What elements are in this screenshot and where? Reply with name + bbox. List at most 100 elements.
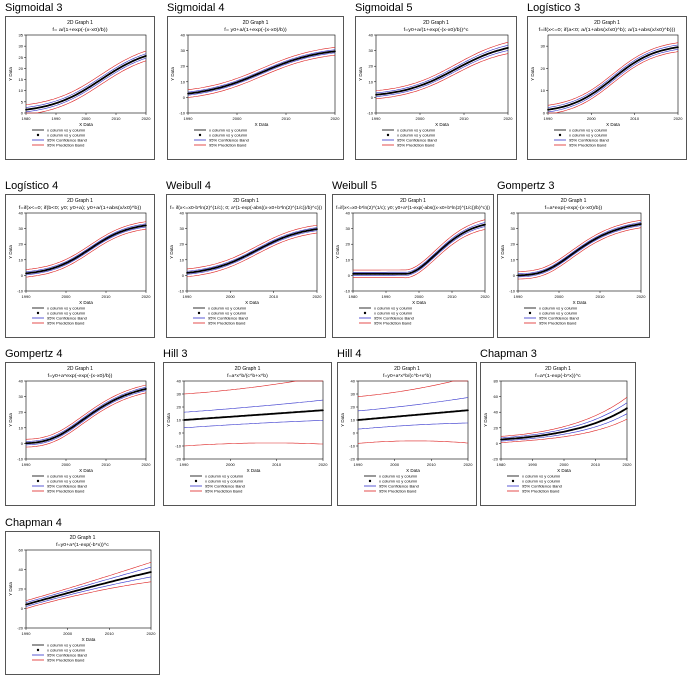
equation-label: f=a*exp(-exp(-(x-x0)/b)) bbox=[545, 205, 603, 210]
chart-panel: Gompertz 3 2D Graph 1 f=a*exp(-exp(-(x-x0)… bbox=[497, 180, 650, 338]
x-tick-label: 2020 bbox=[147, 631, 157, 636]
data-point bbox=[617, 412, 620, 414]
data-point bbox=[375, 417, 378, 420]
y-axis-label: Y Data bbox=[166, 413, 171, 427]
legend-entry: 95% Confidence Band bbox=[569, 138, 609, 143]
data-point bbox=[378, 273, 381, 275]
y-tick-label: 40 bbox=[511, 211, 516, 216]
data-point bbox=[415, 414, 418, 416]
y-tick-label: 15 bbox=[19, 77, 24, 82]
y-tick-label: 0 bbox=[21, 273, 24, 278]
data-point bbox=[303, 230, 305, 233]
prediction-band-lower bbox=[357, 440, 469, 444]
plot-area bbox=[500, 380, 628, 460]
plot-area bbox=[183, 380, 324, 460]
legend-entry: x column vs y column bbox=[47, 306, 85, 311]
y-tick-label: 10 bbox=[346, 257, 351, 262]
data-point bbox=[364, 418, 367, 421]
y-tick-label: 40 bbox=[351, 379, 356, 384]
data-point bbox=[640, 223, 642, 225]
data-point bbox=[479, 224, 482, 227]
panel-title: Logístico 3 bbox=[527, 2, 581, 14]
prediction-band-upper bbox=[357, 380, 468, 397]
data-point bbox=[554, 265, 556, 267]
data-point bbox=[435, 252, 438, 255]
legend-entry: 95% Prediction Band bbox=[522, 489, 559, 494]
graph-heading: 2D Graph 1 bbox=[545, 366, 571, 372]
confidence-band-upper bbox=[500, 402, 628, 439]
y-tick-label: 0 bbox=[21, 441, 24, 446]
y-tick-label: 10 bbox=[180, 257, 185, 262]
y-axis-label: Y Data bbox=[170, 67, 175, 81]
x-axis-label: X Data bbox=[557, 468, 571, 473]
data-point bbox=[97, 80, 99, 83]
legend-swatch bbox=[194, 479, 198, 483]
y-tick-label: 40 bbox=[369, 33, 374, 38]
chart-panel: Chapman 4 2D Graph 1 f=y0+a*(1-exp(-b*x))^… bbox=[5, 517, 160, 675]
data-point bbox=[401, 415, 403, 417]
data-point bbox=[194, 270, 197, 273]
data-point bbox=[508, 438, 511, 440]
legend-swatch bbox=[368, 479, 372, 483]
confidence-band-lower bbox=[25, 390, 147, 446]
data-point bbox=[441, 411, 444, 414]
data-point bbox=[71, 591, 73, 593]
prediction-band-lower bbox=[25, 228, 147, 278]
data-point bbox=[537, 272, 540, 274]
data-point bbox=[255, 73, 258, 76]
data-point bbox=[125, 577, 127, 579]
data-point bbox=[361, 273, 363, 275]
data-point bbox=[50, 596, 52, 599]
confidence-band-upper bbox=[186, 227, 318, 272]
prediction-band-upper bbox=[25, 562, 152, 601]
data-point bbox=[101, 240, 103, 242]
data-point bbox=[216, 87, 219, 90]
data-point bbox=[75, 590, 77, 592]
legend-swatch bbox=[511, 479, 515, 483]
data-point bbox=[259, 247, 262, 249]
data-point bbox=[357, 419, 359, 421]
data-point bbox=[33, 271, 35, 274]
equation-label: f=if(x<=0; if(b<0; y0; y0+a); y0+a/(1+ab… bbox=[19, 205, 142, 210]
data-point bbox=[224, 416, 227, 418]
data-point bbox=[216, 266, 219, 269]
data-point bbox=[69, 260, 71, 262]
data-point bbox=[89, 248, 91, 250]
x-tick-label: 2020 bbox=[464, 462, 474, 467]
data-point bbox=[145, 388, 147, 390]
data-point bbox=[507, 47, 509, 49]
graph-frame: 2D Graph 1 f=a*x^b/(c^b+x^b) 1990 2000 2010 2… bbox=[163, 362, 332, 506]
prediction-band-lower bbox=[187, 54, 336, 98]
data-point bbox=[265, 69, 268, 72]
y-tick-label: 10 bbox=[369, 79, 374, 84]
data-point bbox=[137, 390, 139, 392]
data-point bbox=[575, 428, 578, 430]
chart-panel: Logístico 3 2D Graph 1 f=if(x<=0; if(a<0; … bbox=[527, 2, 687, 160]
data-point bbox=[290, 60, 292, 62]
data-point bbox=[77, 422, 79, 425]
data-point bbox=[238, 415, 241, 417]
x-tick-label: 2020 bbox=[504, 116, 514, 121]
y-tick-label: 10 bbox=[181, 79, 186, 84]
x-axis-label: X Data bbox=[435, 122, 449, 127]
data-point bbox=[533, 273, 536, 275]
data-point bbox=[626, 407, 628, 410]
data-point bbox=[201, 90, 204, 93]
data-point bbox=[319, 52, 322, 55]
legend-entry: x column vs y column bbox=[208, 311, 246, 316]
data-point bbox=[251, 251, 253, 254]
data-point bbox=[29, 272, 31, 274]
data-point bbox=[622, 409, 624, 412]
y-tick-label: 0 bbox=[21, 111, 24, 116]
data-point bbox=[664, 48, 666, 51]
chart-svg: 2D Graph 1f=a*x^b/(c^b+x^b)1990 2000 2010 2… bbox=[166, 366, 328, 494]
data-point bbox=[379, 93, 382, 96]
data-point bbox=[73, 258, 75, 260]
y-axis-label: Y Data bbox=[8, 245, 13, 259]
data-point bbox=[596, 421, 599, 424]
confidence-band-upper bbox=[183, 399, 324, 413]
data-point bbox=[582, 245, 585, 247]
data-point bbox=[192, 418, 195, 421]
data-point bbox=[53, 103, 55, 105]
data-point bbox=[529, 273, 532, 276]
